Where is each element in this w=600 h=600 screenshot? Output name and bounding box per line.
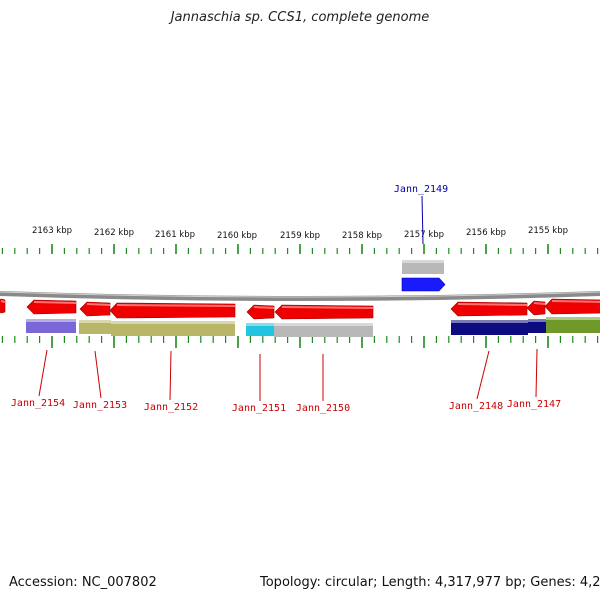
track-block	[528, 319, 546, 333]
kbp-label: 2156 kbp	[466, 228, 506, 238]
track-block-shine	[402, 260, 444, 263]
track-block	[111, 321, 235, 336]
gene-label: Jann_2148	[449, 401, 503, 412]
kbp-label: 2163 kbp	[32, 226, 72, 236]
gene-arrow-shine	[253, 306, 275, 309]
track-block-shine	[26, 319, 76, 322]
label-leader	[421, 195, 424, 245]
gene-arrow-shine	[281, 306, 374, 309]
gene-arrow-shine	[116, 304, 236, 307]
gene-label: Jann_2154	[11, 398, 65, 409]
gene-arrow	[109, 302, 236, 319]
map-title: Jannaschia sp. CCS1, complete genome	[170, 10, 430, 25]
gene-label: Jann_2150	[296, 403, 350, 414]
track-block-shine	[246, 323, 274, 326]
scale-top-ticks	[1, 244, 599, 254]
label-leader	[169, 350, 172, 401]
track-block	[246, 323, 274, 336]
gene-arrow-shine	[551, 300, 600, 303]
gene-arrow-shine	[457, 303, 528, 306]
label-leader	[94, 350, 102, 399]
track-block-shine	[528, 319, 546, 322]
gene-arrow	[401, 277, 446, 292]
gene-label: Jann_2149	[394, 184, 448, 195]
track-block-shine	[79, 320, 111, 323]
label-leader	[535, 348, 538, 398]
gene-arrows	[0, 277, 600, 320]
topology-text: Topology: circular; Length: 4,317,977 bp…	[260, 575, 600, 590]
label-leader	[476, 350, 490, 400]
gene-label: Jann_2153	[73, 400, 127, 411]
gene-arrow-shine	[86, 303, 111, 306]
track-block-shine	[274, 323, 373, 326]
kbp-label: 2157 kbp	[404, 230, 444, 240]
kbp-label: 2161 kbp	[155, 230, 195, 240]
gene-arrow-shine	[533, 302, 546, 305]
gene-label: Jann_2147	[507, 399, 561, 410]
track-block-shine	[451, 320, 528, 323]
kbp-label: 2160 kbp	[217, 231, 257, 241]
kbp-scale-labels: 2163 kbp 2162 kbp 2161 kbp 2160 kbp 2159 kbp…	[32, 226, 568, 241]
scale-bottom-ticks	[1, 336, 599, 348]
label-leader	[38, 349, 48, 397]
gene-arrow-shine	[33, 301, 77, 304]
track-block	[26, 319, 76, 333]
track-block	[546, 317, 600, 333]
label-leaders	[38, 195, 538, 401]
track-block-shine	[111, 321, 235, 324]
kbp-label: 2158 kbp	[342, 231, 382, 241]
kbp-label: 2162 kbp	[94, 228, 134, 238]
gene-label: Jann_2151	[232, 403, 286, 414]
gene-blocks	[26, 260, 600, 337]
track-block	[451, 320, 528, 335]
track-block	[79, 320, 111, 334]
genome-backbone	[0, 291, 600, 301]
accession-text: Accession: NC_007802	[9, 575, 157, 590]
gene-label: Jann_2152	[144, 402, 198, 413]
gene-labels: Jann_2154 Jann_2153 Jann_2152 Jann_2151 Jann…	[11, 184, 561, 414]
gene-arrow-edge-left-shine	[0, 300, 6, 303]
kbp-label: 2159 kbp	[280, 231, 320, 241]
kbp-label: 2155 kbp	[528, 226, 568, 236]
track-block	[402, 260, 444, 274]
gene-arrow	[544, 298, 600, 315]
track-block	[274, 323, 373, 337]
track-block-shine	[546, 317, 600, 320]
